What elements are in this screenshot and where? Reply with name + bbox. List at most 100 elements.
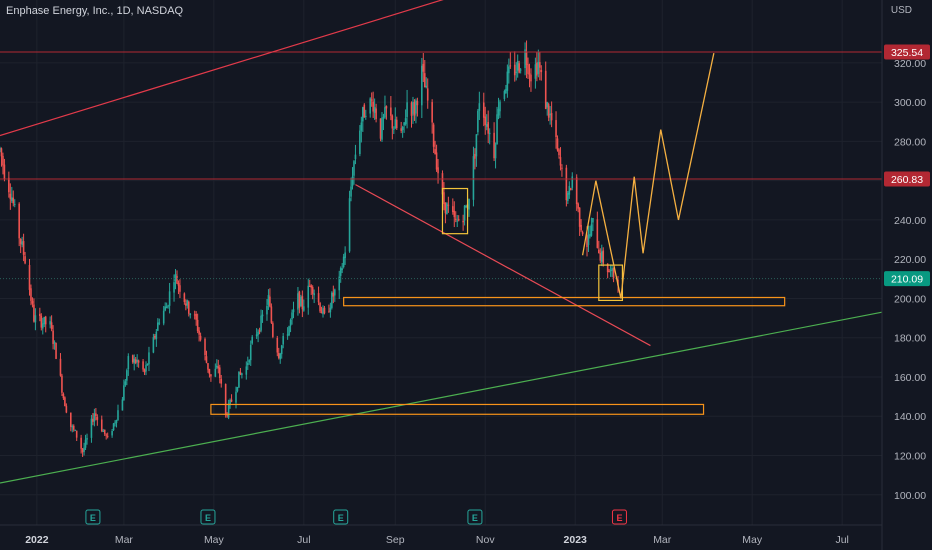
candle-body [370,99,373,101]
candle-body [525,51,528,66]
candle-body [276,337,279,353]
candle-body [447,204,450,206]
candle-body [446,203,448,215]
trend-line-support [0,311,883,484]
candle-body [195,313,197,320]
candle-body [277,352,280,359]
candle-body [363,104,366,118]
candle-body [338,276,341,291]
candle-body [142,361,144,370]
x-tick-label: Sep [386,534,405,546]
candle-body [581,232,584,235]
candle-body [204,338,206,356]
candle-body [362,107,364,122]
candle-body [444,202,447,214]
candle-body [474,153,476,159]
candle-body [513,64,516,76]
candle-body [260,315,262,331]
candle-body [117,410,119,421]
candle-body [537,61,540,74]
candle-body [493,132,495,159]
candle-body [435,152,438,170]
earnings-marker [200,509,216,525]
candle-body [577,203,579,209]
earnings-marker-label: E [338,513,344,523]
candle-body [319,302,321,312]
candle-body [403,122,405,126]
candle-body [136,359,138,362]
candle-body [600,251,603,262]
candle-body [421,65,423,106]
candle-body [121,399,124,411]
candle-body [126,370,128,381]
candle-body [216,365,218,368]
candle-body [155,331,158,340]
candle-body [177,283,180,286]
candle-body [96,417,99,420]
candle-body [412,101,414,114]
candle-body [19,238,22,244]
candle-body [369,98,372,114]
candle-body [241,373,243,375]
candle-body [549,113,551,116]
candle-body [303,306,305,311]
candle-body [196,319,199,332]
y-tick-label: 140.00 [894,411,926,423]
x-tick-label: Mar [653,534,672,546]
candle-body [229,399,231,405]
candle-body [329,307,332,313]
y-tick-label: 200.00 [894,293,926,305]
trend-line-descending [355,184,651,347]
price-label-box [884,271,930,287]
candle-body [111,430,113,436]
candle-body [49,321,51,325]
candle-body [292,309,295,313]
price-label: 325.54 [891,47,923,59]
candle-body [123,385,125,401]
candle-body [18,203,20,239]
candle-body [328,311,330,313]
candle-body [199,335,202,340]
candle-body [162,310,165,324]
candle-body [385,106,388,109]
candle-body [185,303,187,306]
candle-body [485,124,488,127]
candle-body [432,124,435,147]
candle-body [359,130,361,155]
candle-body [154,335,156,338]
symbol-title[interactable]: Enphase Energy, Inc., 1D, NASDAQ [6,5,184,17]
candle-body [372,101,374,112]
candle-body [456,220,459,222]
candle-body [475,134,478,157]
candle-body [164,306,166,311]
candle-body [280,345,283,355]
candle-body [236,387,239,392]
candle-body [530,74,532,82]
candles [0,40,619,457]
candle-body [43,316,46,325]
candle-body [8,177,10,193]
candle-body [238,371,240,388]
candle-body [451,206,454,213]
candle-body [208,368,211,375]
candle-body [266,305,268,315]
candle-body [401,126,404,131]
candle-body [381,117,383,140]
candle-body [608,271,610,273]
candle-body [13,203,16,205]
candle-body [0,148,1,150]
candle-body [515,71,518,73]
candle-body [384,107,386,118]
candle-body [558,149,560,156]
earnings-marker-label: E [205,513,211,523]
candle-body [506,71,509,91]
candle-body [508,66,510,74]
candle-body [255,334,258,337]
candle-body [127,356,130,370]
candle-body [422,63,425,72]
candle-body [288,326,290,336]
candle-body [245,366,248,375]
